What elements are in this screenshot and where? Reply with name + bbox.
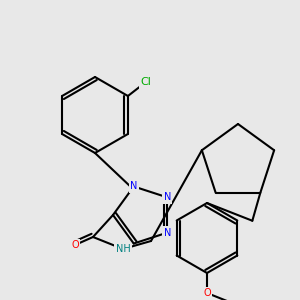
Text: Cl: Cl xyxy=(140,77,151,87)
Text: N: N xyxy=(164,192,171,203)
Text: O: O xyxy=(71,240,79,250)
Text: N: N xyxy=(164,228,171,238)
Text: NH: NH xyxy=(116,244,130,254)
Text: N: N xyxy=(130,182,137,191)
Text: O: O xyxy=(203,288,211,298)
